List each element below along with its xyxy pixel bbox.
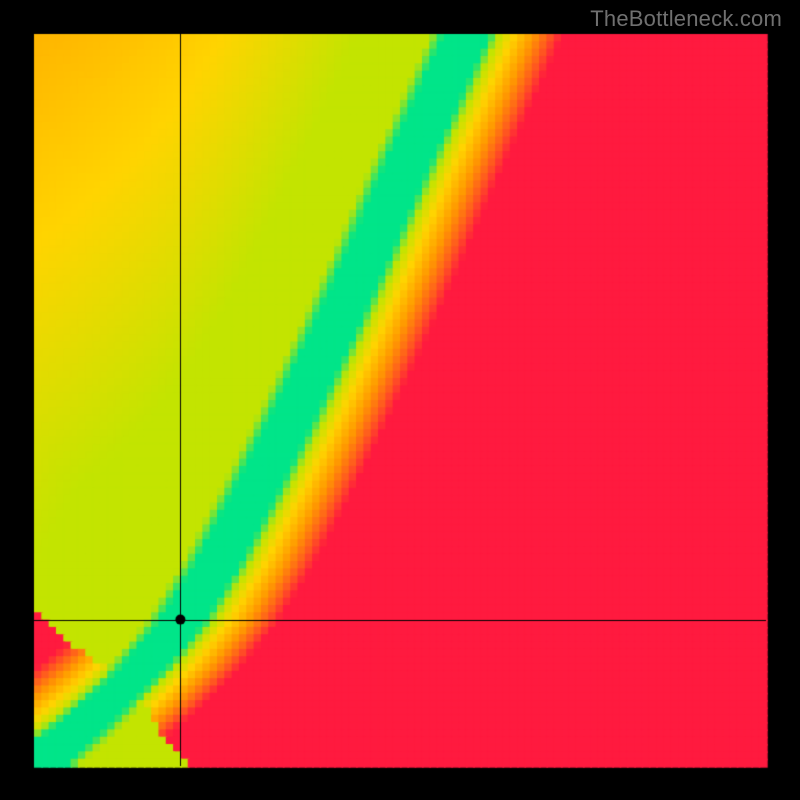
watermark-text: TheBottleneck.com: [590, 6, 782, 32]
figure-container: TheBottleneck.com: [0, 0, 800, 800]
bottleneck-heatmap: [0, 0, 800, 800]
